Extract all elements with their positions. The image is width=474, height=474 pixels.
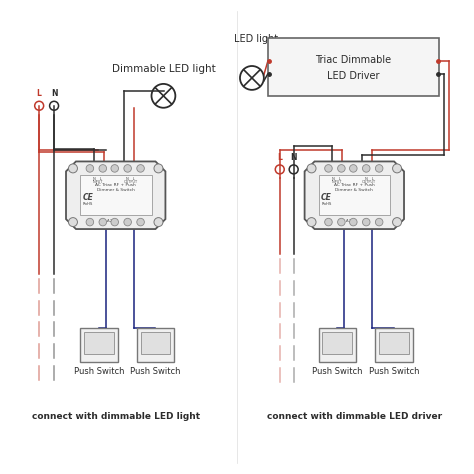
Bar — [319, 175, 390, 215]
Text: L: L — [277, 153, 282, 162]
Bar — [80, 328, 118, 362]
Circle shape — [392, 164, 401, 173]
Circle shape — [325, 219, 332, 226]
Circle shape — [363, 219, 370, 226]
Text: INPUT: INPUT — [92, 180, 103, 184]
Text: AC Triac RF + Push: AC Triac RF + Push — [334, 183, 374, 187]
Circle shape — [375, 219, 383, 226]
Bar — [80, 175, 152, 215]
Text: connect with dimmable LED light: connect with dimmable LED light — [32, 412, 200, 421]
Bar — [379, 332, 409, 354]
Text: L: L — [36, 89, 42, 98]
Text: Push Switch: Push Switch — [312, 367, 363, 376]
Bar — [137, 328, 174, 362]
Text: N   L: N L — [365, 177, 374, 182]
Polygon shape — [66, 162, 165, 229]
Circle shape — [307, 218, 316, 227]
Text: N: N — [51, 89, 57, 98]
Text: Dimmable LED light: Dimmable LED light — [111, 64, 215, 74]
Circle shape — [86, 219, 94, 226]
Text: OUTPUT: OUTPUT — [362, 180, 376, 184]
Text: A1  A2: A1 A2 — [99, 219, 112, 223]
Circle shape — [349, 164, 357, 172]
Text: connect with dimmable LED driver: connect with dimmable LED driver — [267, 412, 442, 421]
Circle shape — [137, 164, 145, 172]
Circle shape — [86, 164, 94, 172]
Text: Dimmer & Switch: Dimmer & Switch — [336, 188, 373, 192]
Bar — [322, 332, 352, 354]
Circle shape — [154, 164, 163, 173]
Text: N   L: N L — [332, 177, 341, 182]
Text: Push Switch: Push Switch — [130, 367, 181, 376]
Circle shape — [325, 164, 332, 172]
Text: LED Driver: LED Driver — [327, 71, 380, 81]
Circle shape — [154, 218, 163, 227]
Circle shape — [349, 219, 357, 226]
Text: N   L: N L — [126, 177, 135, 182]
Text: RoHS: RoHS — [82, 202, 93, 206]
Text: A1  A2: A1 A2 — [337, 219, 351, 223]
Text: Triac Dimmable: Triac Dimmable — [315, 55, 392, 65]
Text: INPUT: INPUT — [331, 180, 342, 184]
Circle shape — [337, 164, 345, 172]
Circle shape — [363, 164, 370, 172]
Circle shape — [124, 164, 131, 172]
Text: OUTPUT: OUTPUT — [124, 180, 137, 184]
Circle shape — [111, 219, 118, 226]
Circle shape — [69, 164, 77, 173]
Bar — [375, 328, 413, 362]
Text: CE: CE — [321, 193, 332, 202]
Circle shape — [137, 219, 145, 226]
Text: Dimmer & Switch: Dimmer & Switch — [97, 188, 135, 192]
Bar — [319, 328, 356, 362]
Circle shape — [69, 218, 77, 227]
Bar — [84, 332, 114, 354]
Text: N: N — [291, 153, 297, 162]
Bar — [268, 38, 439, 96]
Text: Push Switch: Push Switch — [73, 367, 124, 376]
Circle shape — [307, 164, 316, 173]
Polygon shape — [305, 162, 404, 229]
Circle shape — [99, 219, 107, 226]
Circle shape — [375, 164, 383, 172]
Text: AC Triac RF + Push: AC Triac RF + Push — [95, 183, 136, 187]
Circle shape — [124, 219, 131, 226]
Text: CE: CE — [82, 193, 93, 202]
Text: N   L: N L — [93, 177, 102, 182]
Text: LED light: LED light — [234, 34, 278, 44]
Circle shape — [392, 218, 401, 227]
Circle shape — [99, 164, 107, 172]
Circle shape — [337, 219, 345, 226]
Text: RoHS: RoHS — [321, 202, 332, 206]
Text: Push Switch: Push Switch — [369, 367, 419, 376]
Circle shape — [111, 164, 118, 172]
Bar — [141, 332, 170, 354]
